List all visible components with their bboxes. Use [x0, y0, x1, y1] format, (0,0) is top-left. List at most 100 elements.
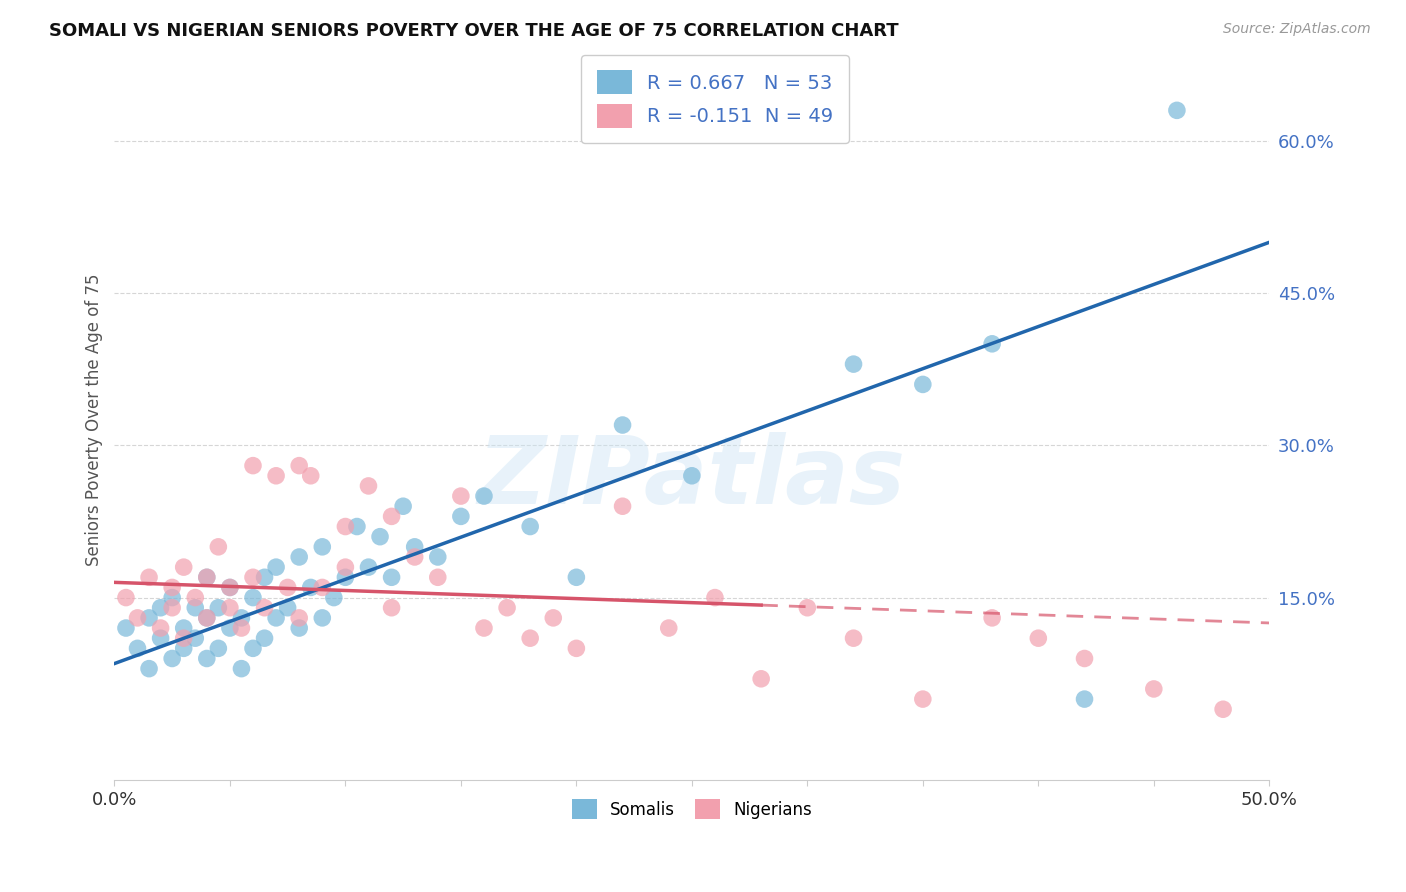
Point — [195, 570, 218, 584]
Point — [842, 631, 865, 645]
Point — [288, 611, 311, 625]
Point — [231, 611, 253, 625]
Point — [173, 621, 195, 635]
Point — [1026, 631, 1049, 645]
Point — [1166, 103, 1188, 118]
Point — [277, 600, 299, 615]
Point — [184, 600, 207, 615]
Point — [346, 519, 368, 533]
Point — [195, 611, 218, 625]
Point — [242, 591, 264, 605]
Point — [299, 468, 322, 483]
Point — [335, 519, 357, 533]
Point — [195, 570, 218, 584]
Point — [357, 560, 380, 574]
Point — [127, 611, 149, 625]
Point — [138, 570, 160, 584]
Point — [1212, 702, 1234, 716]
Y-axis label: Seniors Poverty Over the Age of 75: Seniors Poverty Over the Age of 75 — [86, 274, 103, 566]
Point — [311, 540, 333, 554]
Text: ZIPatlas: ZIPatlas — [478, 432, 905, 524]
Point — [288, 621, 311, 635]
Point — [127, 641, 149, 656]
Point — [231, 621, 253, 635]
Point — [160, 591, 183, 605]
Point — [450, 489, 472, 503]
Point — [253, 631, 276, 645]
Point — [704, 591, 727, 605]
Point — [658, 621, 681, 635]
Point — [1073, 692, 1095, 706]
Point — [311, 581, 333, 595]
Legend: Somalis, Nigerians: Somalis, Nigerians — [565, 792, 818, 826]
Point — [160, 651, 183, 665]
Point — [288, 458, 311, 473]
Point — [253, 600, 276, 615]
Point — [219, 581, 242, 595]
Point — [404, 549, 426, 564]
Point — [981, 336, 1004, 351]
Point — [160, 581, 183, 595]
Point — [472, 489, 495, 503]
Point — [264, 611, 287, 625]
Point — [543, 611, 565, 625]
Point — [138, 662, 160, 676]
Point — [115, 591, 138, 605]
Point — [149, 600, 172, 615]
Point — [184, 631, 207, 645]
Point — [796, 600, 818, 615]
Point — [138, 611, 160, 625]
Point — [381, 509, 404, 524]
Point — [299, 581, 322, 595]
Point — [242, 458, 264, 473]
Point — [496, 600, 519, 615]
Point — [368, 530, 391, 544]
Point — [207, 641, 229, 656]
Point — [519, 519, 541, 533]
Point — [357, 479, 380, 493]
Point — [311, 611, 333, 625]
Point — [195, 651, 218, 665]
Point — [426, 570, 449, 584]
Point — [335, 560, 357, 574]
Text: Source: ZipAtlas.com: Source: ZipAtlas.com — [1223, 22, 1371, 37]
Point — [519, 631, 541, 645]
Point — [149, 621, 172, 635]
Point — [264, 560, 287, 574]
Point — [149, 631, 172, 645]
Point — [231, 662, 253, 676]
Point — [472, 621, 495, 635]
Point — [381, 570, 404, 584]
Point — [450, 509, 472, 524]
Point — [219, 621, 242, 635]
Point — [612, 417, 634, 432]
Point — [565, 641, 588, 656]
Point — [381, 600, 404, 615]
Point — [173, 560, 195, 574]
Point — [184, 591, 207, 605]
Point — [242, 570, 264, 584]
Point — [219, 600, 242, 615]
Point — [242, 641, 264, 656]
Point — [195, 611, 218, 625]
Point — [264, 468, 287, 483]
Point — [115, 621, 138, 635]
Point — [335, 570, 357, 584]
Point — [911, 692, 934, 706]
Point — [842, 357, 865, 371]
Point — [981, 611, 1004, 625]
Point — [681, 468, 703, 483]
Point — [1073, 651, 1095, 665]
Point — [426, 549, 449, 564]
Point — [288, 549, 311, 564]
Point — [404, 540, 426, 554]
Point — [277, 581, 299, 595]
Point — [749, 672, 772, 686]
Text: SOMALI VS NIGERIAN SENIORS POVERTY OVER THE AGE OF 75 CORRELATION CHART: SOMALI VS NIGERIAN SENIORS POVERTY OVER … — [49, 22, 898, 40]
Point — [219, 581, 242, 595]
Point — [1143, 681, 1166, 696]
Point — [173, 631, 195, 645]
Point — [207, 540, 229, 554]
Point — [322, 591, 344, 605]
Point — [207, 600, 229, 615]
